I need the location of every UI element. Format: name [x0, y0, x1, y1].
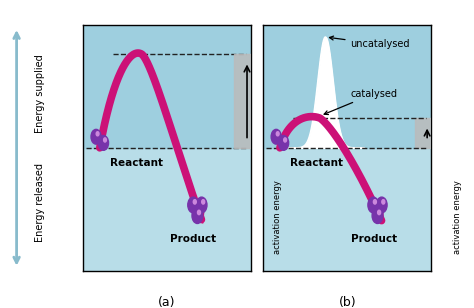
- Text: Reactant: Reactant: [290, 158, 343, 168]
- Bar: [414, 118, 440, 148]
- Text: Product: Product: [171, 234, 217, 244]
- Circle shape: [188, 197, 199, 213]
- Circle shape: [284, 138, 286, 142]
- Circle shape: [192, 208, 203, 224]
- Circle shape: [374, 200, 376, 204]
- Circle shape: [382, 200, 385, 204]
- Circle shape: [96, 132, 99, 136]
- Bar: [83, 25, 251, 148]
- Text: activation energy: activation energy: [273, 180, 282, 254]
- Circle shape: [376, 197, 387, 213]
- Circle shape: [198, 210, 201, 215]
- Circle shape: [276, 132, 279, 136]
- Bar: [234, 54, 260, 148]
- Text: (a): (a): [158, 296, 176, 308]
- Text: catalysed: catalysed: [324, 89, 398, 115]
- Text: Reactant: Reactant: [110, 158, 163, 168]
- Circle shape: [271, 129, 281, 144]
- Text: Product: Product: [351, 234, 397, 244]
- Circle shape: [202, 200, 205, 204]
- Circle shape: [193, 200, 196, 204]
- Circle shape: [279, 136, 289, 150]
- Circle shape: [104, 138, 106, 142]
- Bar: [263, 25, 431, 148]
- Text: uncatalysed: uncatalysed: [329, 36, 410, 49]
- Circle shape: [372, 208, 383, 224]
- Circle shape: [196, 197, 207, 213]
- Text: activation energy: activation energy: [453, 180, 462, 254]
- Text: Energy released: Energy released: [35, 163, 46, 241]
- Circle shape: [378, 210, 381, 215]
- Text: Energy supplied: Energy supplied: [35, 54, 46, 133]
- Circle shape: [368, 197, 379, 213]
- Circle shape: [99, 136, 109, 150]
- Circle shape: [91, 129, 101, 144]
- Text: (b): (b): [338, 296, 356, 308]
